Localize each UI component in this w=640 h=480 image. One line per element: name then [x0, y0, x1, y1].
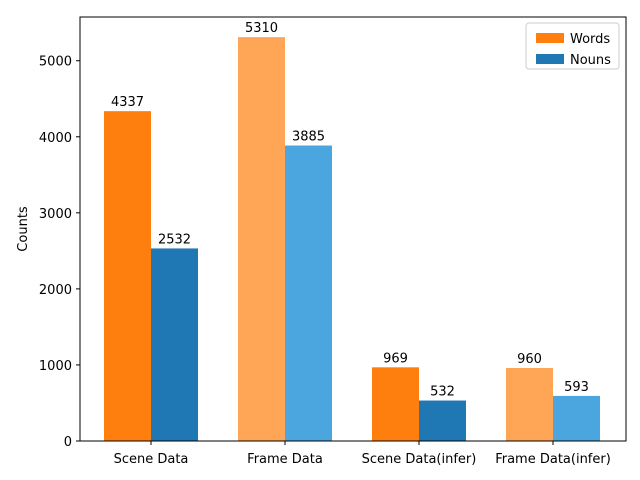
bar-nouns-0 [151, 248, 198, 441]
bar-value-label: 960 [517, 352, 542, 367]
legend-label-nouns: Nouns [570, 53, 611, 68]
y-tick-label: 0 [64, 435, 72, 450]
bar-value-label: 593 [564, 380, 589, 395]
legend-swatch-words [536, 33, 564, 43]
x-tick-label: Frame Data [247, 452, 323, 467]
bar-nouns-3 [553, 395, 600, 441]
legend: Words Nouns [525, 22, 620, 70]
y-tick-label: 1000 [39, 359, 72, 374]
bar-words-0 [104, 111, 151, 442]
bar-nouns-2 [419, 400, 466, 441]
y-axis-label: Counts [16, 206, 31, 252]
x-tick-label: Scene Data(infer) [362, 452, 477, 467]
y-tick-label: 2000 [39, 283, 72, 298]
bar-value-label: 3885 [292, 130, 325, 145]
bar-value-label: 5310 [245, 21, 278, 36]
bars-group [104, 37, 600, 442]
bar-nouns-1 [285, 145, 332, 441]
bar-labels-group: 4337 2532 5310 3885 969 532 960 593 [111, 21, 589, 399]
y-tick-label: 4000 [39, 131, 72, 146]
x-tick-label: Frame Data(infer) [495, 452, 611, 467]
plot-frame [79, 16, 627, 442]
bar-value-label: 4337 [111, 95, 144, 110]
bar-words-2 [372, 367, 419, 441]
legend-label-words: Words [570, 32, 610, 47]
bar-value-label: 969 [383, 351, 408, 366]
bar-words-3 [506, 367, 553, 441]
y-tick-label: 3000 [39, 207, 72, 222]
legend-swatch-nouns [536, 54, 564, 64]
x-tick-label: Scene Data [114, 452, 189, 467]
bar-words-1 [238, 37, 285, 441]
bar-value-label: 532 [430, 385, 455, 400]
y-tick-label: 5000 [39, 55, 72, 70]
bar-value-label: 2532 [158, 232, 191, 247]
axes-group: 0 1000 2000 3000 4000 5000 Scene Data Frame Dat… [39, 16, 627, 467]
